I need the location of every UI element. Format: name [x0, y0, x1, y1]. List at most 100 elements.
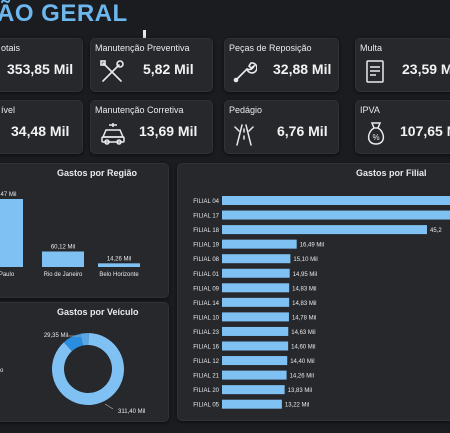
- panel-title: Gastos por Região: [57, 168, 138, 178]
- category-label: FILIAL 21: [193, 374, 219, 380]
- wrench-screwdriver-icon: [100, 60, 124, 82]
- category-label: FILIAL 18: [193, 228, 219, 234]
- kpi-value: 32,88 Mil: [273, 61, 332, 77]
- category-label: FILIAL 19: [193, 243, 219, 249]
- category-label: o Paulo: [0, 272, 15, 278]
- data-label: 45,2: [430, 228, 442, 234]
- bar-filial-21[interactable]: [222, 370, 287, 380]
- data-label: 14,83 Mil: [292, 301, 316, 307]
- svg-text:%: %: [372, 133, 379, 142]
- kpi-card-combustivel[interactable]: ível 34,48 Mil: [0, 100, 83, 154]
- regiao-chart: 3,47 Mil o Paulo 60,12 Mil Rio de Janeiro 14…: [0, 192, 140, 278]
- bar-filial-08[interactable]: [222, 254, 291, 264]
- bar-filial-23[interactable]: [222, 326, 289, 336]
- bar-rio-de-janeiro[interactable]: [42, 251, 84, 267]
- title-marker: [143, 30, 146, 38]
- kpi-label: otais: [1, 43, 21, 53]
- category-label: FILIAL 20: [193, 388, 219, 394]
- data-label: 16,49 Mil: [300, 243, 324, 249]
- bar-filial-09[interactable]: [222, 283, 290, 293]
- wrench-icon: [233, 62, 257, 83]
- data-label: 29,35 Mil: [44, 333, 68, 339]
- bar-filial-16[interactable]: [222, 341, 289, 351]
- kpi-label: Peças de Reposição: [229, 43, 312, 53]
- veiculo-chart: 311,40 Mil 29,35 Mil o: [0, 333, 145, 415]
- kpi-label: Manutenção Corretiva: [95, 105, 184, 115]
- bar-filial-01[interactable]: [222, 268, 290, 278]
- kpi-card-ipva[interactable]: IPVA % 107,65 M: [355, 100, 450, 154]
- money-bag-icon: %: [367, 122, 385, 145]
- bar-filial-19[interactable]: [222, 239, 297, 249]
- bar-filial-04[interactable]: [222, 196, 450, 205]
- donut-slice[interactable]: [80, 333, 89, 346]
- category-label: FILIAL 23: [193, 330, 219, 336]
- document-icon: [366, 60, 384, 83]
- data-label: 14,26 Mil: [290, 374, 314, 380]
- category-label: FILIAL 08: [193, 257, 219, 263]
- category-label: FILIAL 14: [193, 301, 219, 307]
- toll-road-icon: [234, 124, 254, 146]
- leader-line: [104, 403, 114, 410]
- category-label: FILIAL 05: [193, 403, 219, 409]
- bar-belo-horizonte[interactable]: [98, 263, 140, 267]
- category-label: FILIAL 16: [193, 345, 219, 351]
- category-label: FILIAL 09: [193, 286, 219, 292]
- panel-gastos-veiculo: Gastos por Veículo 311,40 Mil 29,35 Mil o: [0, 302, 169, 422]
- panel-title: Gastos por Filial: [356, 168, 427, 178]
- data-label: 15,10 Mil: [293, 257, 317, 263]
- data-label: 60,12 Mil: [51, 244, 75, 250]
- data-label: 311,40 Mil: [118, 409, 145, 415]
- kpi-value: 107,65 M: [400, 123, 450, 139]
- category-label: Belo Horizonte: [99, 272, 139, 278]
- kpi-value: 34,48 Mil: [11, 123, 70, 139]
- bar-filial-05[interactable]: [222, 399, 282, 409]
- kpi-card-total[interactable]: otais 353,85 Mil: [0, 38, 83, 92]
- donut-slice[interactable]: [52, 333, 125, 405]
- kpi-card-pecas-reposicao[interactable]: Peças de Reposição 32,88 Mil: [224, 38, 339, 92]
- data-label: 14,60 Mil: [291, 345, 315, 351]
- data-label: 13,83 Mil: [288, 388, 312, 394]
- kpi-label: Pedágio: [229, 105, 263, 115]
- data-label: 14,78 Mil: [292, 315, 316, 321]
- data-label: 14,83 Mil: [292, 286, 316, 292]
- page-title: ÃO GERAL: [0, 0, 128, 27]
- kpi-card-multa[interactable]: Multa 23,59 M: [355, 38, 450, 92]
- kpi-value: 353,85 Mil: [7, 61, 74, 77]
- data-label: 14,40 Mil: [290, 359, 314, 365]
- bar-filial-10[interactable]: [222, 312, 289, 322]
- category-label: FILIAL 17: [193, 214, 219, 220]
- kpi-label: Multa: [360, 43, 383, 53]
- category-label: FILIAL 10: [193, 315, 219, 321]
- panel-gastos-filial: Gastos por Filial FILIAL 04 FILIAL 17 FILI…: [177, 163, 450, 421]
- bar-filial-18[interactable]: [222, 225, 427, 235]
- donut-slice[interactable]: [63, 333, 83, 352]
- data-label: 14,95 Mil: [293, 272, 317, 278]
- kpi-card-pedagio[interactable]: Pedágio 6,76 Mil: [224, 100, 339, 154]
- kpi-card-manutencao-preventiva[interactable]: Manutenção Preventiva 5,82 Mil: [90, 38, 213, 92]
- kpi-value: 6,76 Mil: [277, 123, 328, 139]
- bar-filial-17[interactable]: [222, 210, 450, 220]
- data-label: 13,22 Mil: [285, 403, 309, 409]
- data-label: 14,63 Mil: [291, 330, 315, 336]
- data-label: 14,26 Mil: [107, 256, 131, 262]
- category-label: FILIAL 01: [193, 272, 219, 278]
- kpi-card-manutencao-corretiva[interactable]: Manutenção Corretiva 13,69 Mil: [90, 100, 213, 154]
- car-repair-icon: [101, 123, 125, 145]
- bar-são-paulo[interactable]: [0, 199, 23, 267]
- panel-title: Gastos por Veículo: [57, 307, 139, 317]
- bar-filial-14[interactable]: [222, 297, 290, 307]
- kpi-label: Manutenção Preventiva: [95, 43, 190, 53]
- filial-chart: FILIAL 04 FILIAL 17 FILIAL 18 45,2 FILIAL 19…: [193, 196, 450, 409]
- kpi-value: 5,82 Mil: [143, 61, 194, 77]
- data-label: 3,47 Mil: [0, 192, 17, 198]
- data-label: o: [0, 368, 4, 374]
- panel-gastos-regiao: Gastos por Região 3,47 Mil o Paulo 60,12 M…: [0, 163, 169, 298]
- bar-filial-20[interactable]: [222, 385, 285, 395]
- kpi-value: 23,59 M: [402, 61, 450, 77]
- kpi-label: ível: [1, 105, 16, 115]
- bar-filial-12[interactable]: [222, 356, 288, 366]
- category-label: FILIAL 12: [193, 359, 219, 365]
- category-label: FILIAL 04: [193, 199, 219, 205]
- kpi-value: 13,69 Mil: [139, 123, 198, 139]
- kpi-label: IPVA: [360, 105, 380, 115]
